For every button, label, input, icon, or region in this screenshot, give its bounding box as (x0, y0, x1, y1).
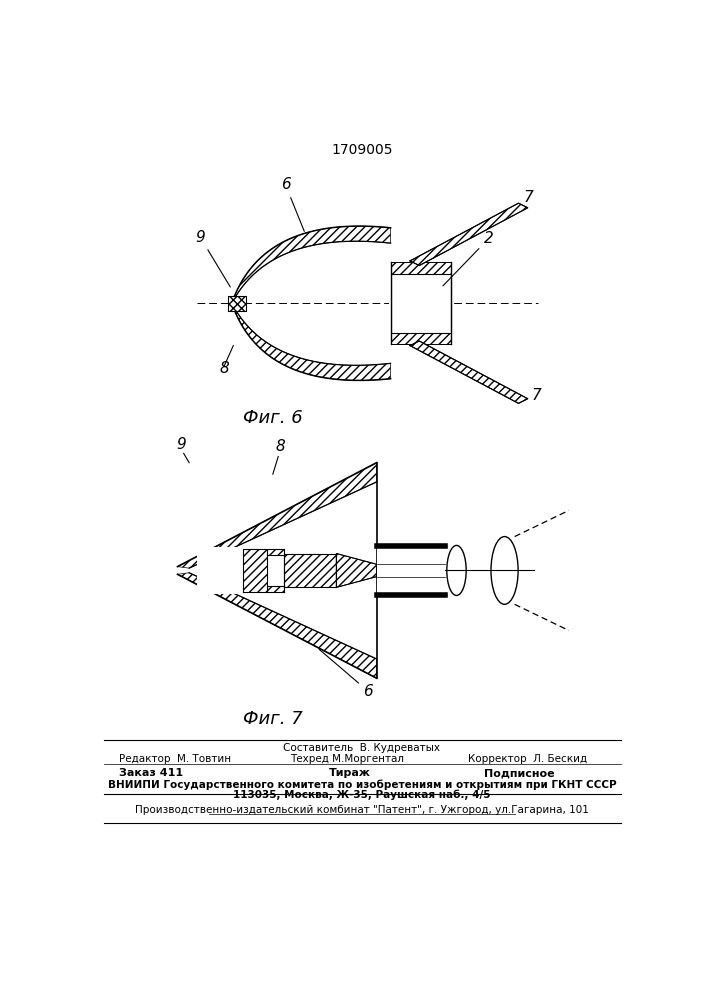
Polygon shape (377, 547, 445, 594)
Text: 7: 7 (524, 190, 534, 205)
Text: 8: 8 (219, 361, 229, 376)
Polygon shape (337, 554, 377, 587)
Text: Подписное: Подписное (484, 768, 554, 778)
Polygon shape (410, 203, 528, 266)
Polygon shape (228, 296, 246, 311)
Text: 6: 6 (281, 177, 304, 231)
Polygon shape (232, 303, 391, 380)
Text: 1709005: 1709005 (331, 143, 392, 157)
Polygon shape (377, 564, 445, 577)
Text: Техред М.Моргентал: Техред М.Моргентал (290, 754, 404, 764)
Text: 8: 8 (276, 439, 286, 454)
Text: 2: 2 (443, 231, 493, 286)
Polygon shape (410, 341, 528, 403)
Polygon shape (197, 547, 243, 594)
Polygon shape (391, 333, 451, 344)
Polygon shape (391, 262, 451, 274)
Text: Корректор  Л. Бескид: Корректор Л. Бескид (468, 754, 588, 764)
Text: 9: 9 (177, 437, 186, 452)
Polygon shape (389, 243, 391, 363)
Text: 6: 6 (319, 649, 373, 699)
Text: Редактор  М. Товтин: Редактор М. Товтин (119, 754, 231, 764)
Polygon shape (243, 549, 267, 592)
Text: 113035, Москва, Ж-35, Раушская наб., 4/5: 113035, Москва, Ж-35, Раушская наб., 4/5 (233, 789, 491, 800)
Text: Тираж: Тираж (329, 768, 370, 778)
Polygon shape (284, 554, 337, 587)
Text: 9: 9 (195, 230, 230, 287)
Polygon shape (243, 555, 267, 586)
Text: Производственно-издательский комбинат "Патент", г. Ужгород, ул.Гагарина, 101: Производственно-издательский комбинат "П… (135, 805, 589, 815)
Polygon shape (177, 573, 377, 678)
Text: Фиг. 7: Фиг. 7 (243, 710, 303, 728)
Text: 7: 7 (532, 388, 542, 403)
Text: Фиг. 6: Фиг. 6 (243, 409, 303, 427)
Polygon shape (391, 274, 451, 333)
Text: Заказ 411: Заказ 411 (119, 768, 184, 778)
Polygon shape (177, 463, 377, 568)
Polygon shape (267, 549, 284, 555)
Text: ВНИИПИ Государственного комитета по изобретениям и открытиям при ГКНТ СССР: ВНИИПИ Государственного комитета по изоб… (107, 780, 617, 790)
Polygon shape (232, 226, 391, 303)
Polygon shape (267, 586, 284, 592)
Text: Составитель  В. Кудреватых: Составитель В. Кудреватых (284, 743, 440, 753)
